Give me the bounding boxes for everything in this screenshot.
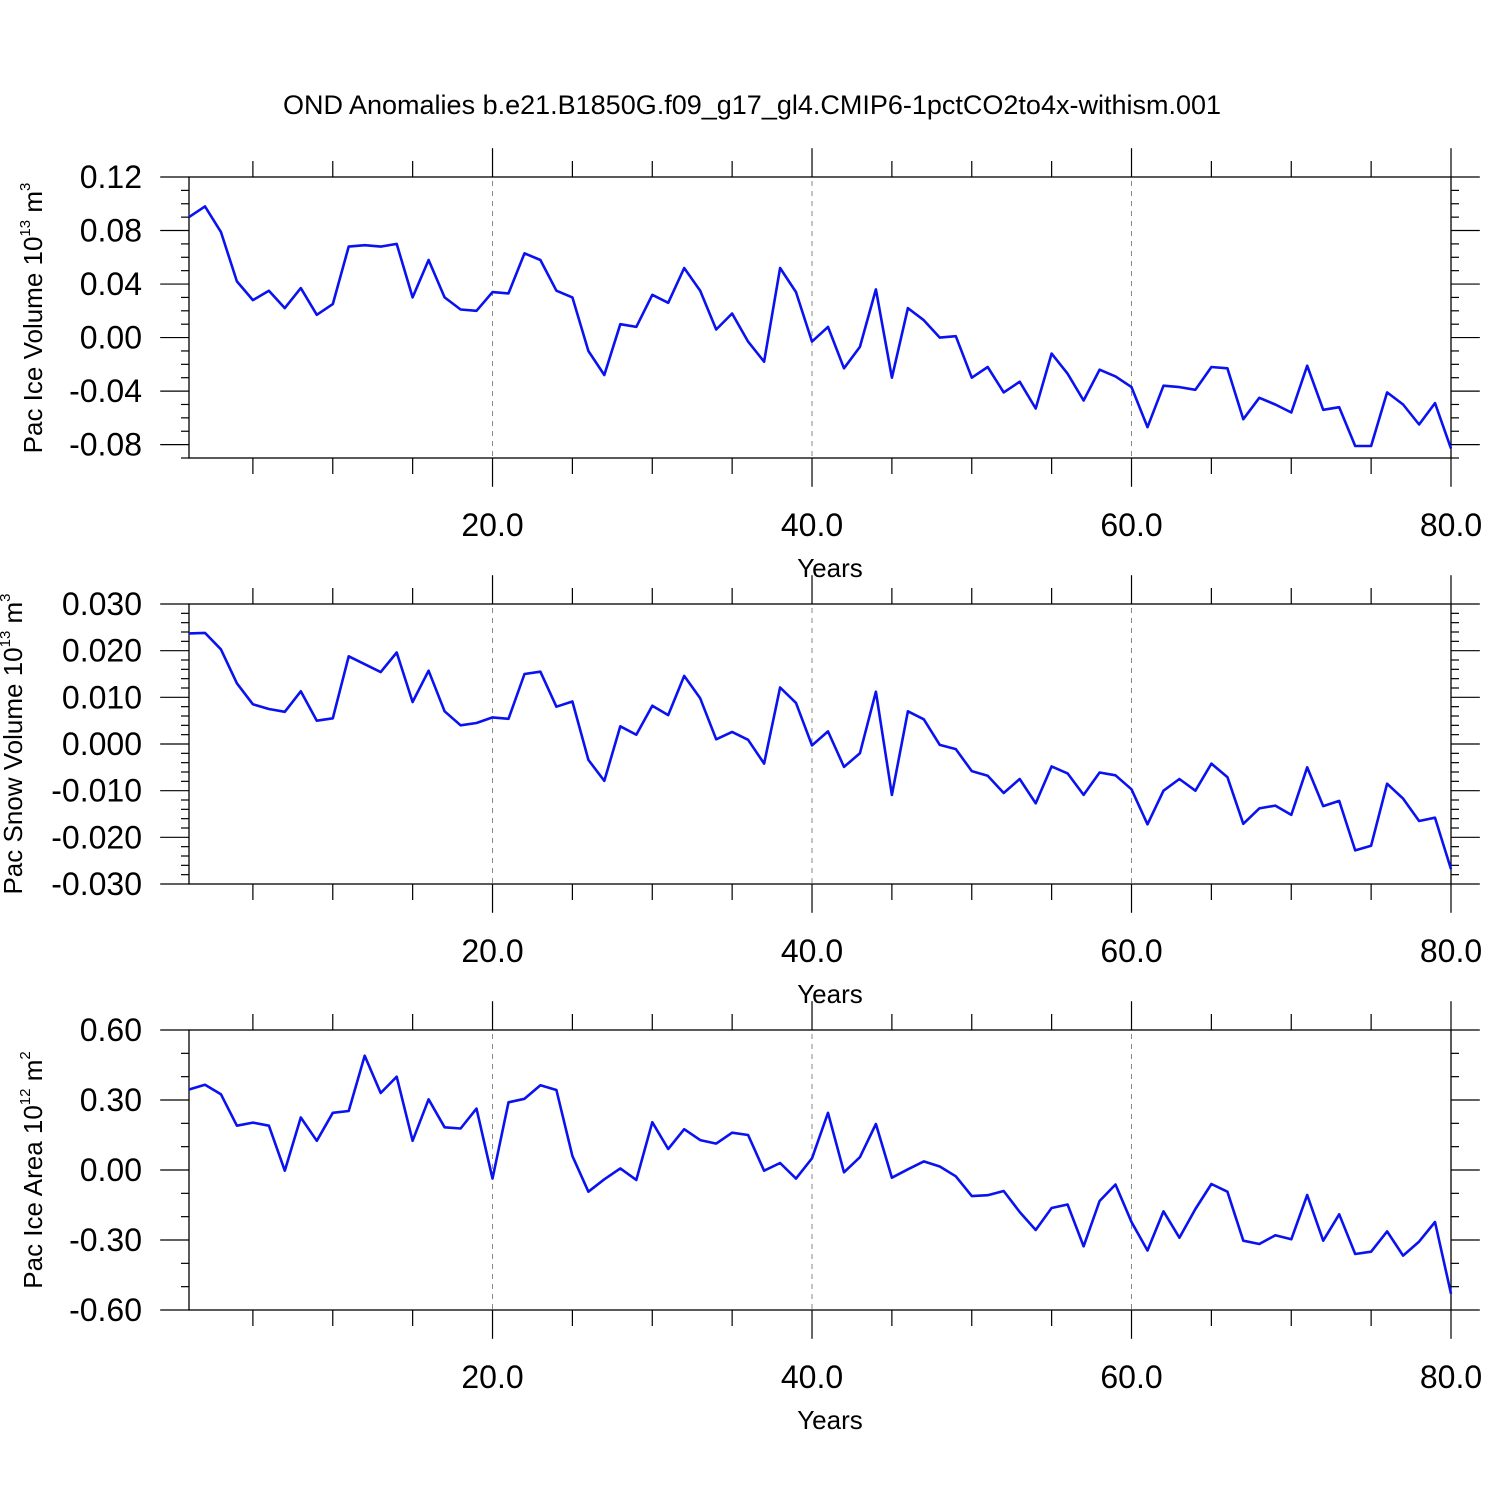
y-tick-label: 0.030	[62, 586, 142, 622]
x-tick-label: 20.0	[461, 933, 523, 969]
x-tick-label: 40.0	[781, 1359, 843, 1395]
x-tick-label: 40.0	[781, 507, 843, 543]
y-tick-label: 0.04	[80, 266, 142, 302]
series-line	[188, 1054, 1453, 1294]
y-tick-label: -0.020	[51, 819, 142, 855]
x-tick-label: 40.0	[781, 933, 843, 969]
x-tick-label: 80.0	[1420, 507, 1482, 543]
y-tick-label: 0.12	[80, 159, 142, 195]
series-line	[188, 631, 1453, 870]
y-axis-title: Pac Ice Area 1012 m2	[17, 1051, 48, 1288]
y-tick-label: 0.00	[80, 320, 142, 356]
y-tick-label: 0.60	[80, 1012, 142, 1048]
figure-title: OND Anomalies b.e21.B1850G.f09_g17_gl4.C…	[283, 90, 1221, 120]
y-tick-label: 0.00	[80, 1152, 142, 1188]
plot-frame	[188, 603, 1452, 885]
y-tick-label: 0.08	[80, 213, 142, 249]
y-axis-title: Pac Snow Volume 1013 m3	[0, 593, 28, 894]
x-axis-title: Years	[797, 1405, 863, 1435]
y-tick-label: -0.30	[69, 1222, 142, 1258]
x-tick-label: 80.0	[1420, 933, 1482, 969]
y-tick-label: -0.010	[51, 773, 142, 809]
panel-ice-area: -0.60 -0.30 0.00 0.30 0.60 20.0 40.0 60.0 80.0 Ye…	[17, 1001, 1482, 1435]
y-tick-label: -0.04	[69, 373, 142, 409]
x-axis-title: Years	[797, 979, 863, 1009]
x-axis-title: Years	[797, 553, 863, 583]
x-tick-label: 20.0	[461, 507, 523, 543]
y-tick-label: 0.30	[80, 1082, 142, 1118]
y-tick-label: 0.010	[62, 679, 142, 715]
y-tick-label: -0.60	[69, 1292, 142, 1328]
y-tick-label: 0.020	[62, 633, 142, 669]
x-tick-label: 60.0	[1100, 1359, 1162, 1395]
series-line	[188, 205, 1453, 450]
x-tick-label: 20.0	[461, 1359, 523, 1395]
x-tick-label: 60.0	[1100, 507, 1162, 543]
panel-ice-volume: -0.08 -0.04 0.00 0.04 0.08 0.12 20.0 40.0 60.0 80…	[17, 148, 1482, 583]
panel-snow-volume: -0.030 -0.020 -0.010 0.000 0.010 0.020 0.030 20…	[0, 575, 1482, 1009]
x-tick-label: 80.0	[1420, 1359, 1482, 1395]
plot-frame	[188, 176, 1452, 459]
y-tick-label: -0.08	[69, 427, 142, 463]
y-tick-label: -0.030	[51, 866, 142, 902]
x-tick-label: 60.0	[1100, 933, 1162, 969]
y-tick-label: 0.000	[62, 726, 142, 762]
plot-frame	[188, 1029, 1452, 1311]
y-axis-title: Pac Ice Volume 1013 m3	[17, 183, 48, 454]
